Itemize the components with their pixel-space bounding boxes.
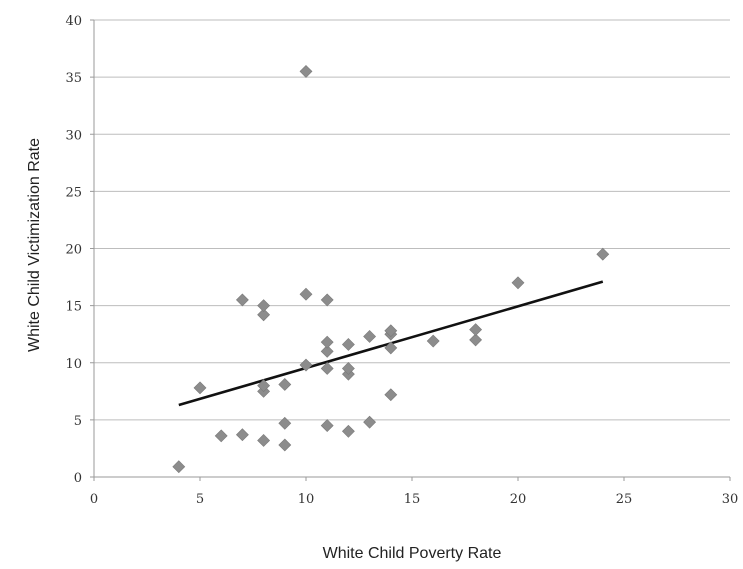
y-tick-label-10: 10 bbox=[65, 357, 82, 372]
data-point-35 bbox=[596, 247, 610, 261]
data-point-18 bbox=[320, 344, 334, 358]
data-point-12 bbox=[278, 378, 292, 391]
data-point-27 bbox=[384, 388, 398, 402]
data-point-14 bbox=[299, 287, 313, 301]
y-tick-label-5: 5 bbox=[74, 414, 82, 429]
y-tick-label-15: 15 bbox=[65, 300, 82, 315]
x-tick-label-15: 15 bbox=[404, 492, 421, 507]
data-point-31 bbox=[426, 334, 440, 348]
data-point-21 bbox=[341, 424, 355, 438]
y-tick-label-25: 25 bbox=[65, 185, 82, 200]
data-point-28 bbox=[384, 341, 398, 355]
axes bbox=[90, 19, 731, 481]
grid-lines bbox=[94, 19, 730, 421]
data-point-13 bbox=[299, 358, 313, 372]
data-point-23 bbox=[341, 362, 355, 375]
y-axis-title: White Child Victimization Rate bbox=[26, 138, 43, 352]
data-point-7 bbox=[257, 379, 271, 393]
y-tick-label-30: 30 bbox=[65, 128, 82, 143]
data-point-11 bbox=[278, 416, 292, 430]
data-points bbox=[172, 64, 610, 474]
data-point-24 bbox=[341, 338, 355, 351]
x-tick-labels: 0 5 10 15 20 25 30 bbox=[90, 492, 738, 507]
data-point-4 bbox=[235, 293, 249, 307]
data-point-30 bbox=[384, 324, 398, 338]
x-tick-label-5: 5 bbox=[196, 492, 204, 507]
x-tick-label-25: 25 bbox=[616, 492, 633, 507]
data-point-3 bbox=[235, 428, 249, 442]
data-point-16 bbox=[320, 419, 334, 433]
data-point-2 bbox=[214, 429, 228, 443]
data-point-26 bbox=[363, 330, 377, 343]
data-point-8 bbox=[257, 308, 271, 322]
data-point-15 bbox=[299, 64, 313, 78]
x-tick-label-10: 10 bbox=[298, 492, 315, 507]
data-point-17 bbox=[320, 362, 334, 375]
data-point-9 bbox=[257, 299, 271, 313]
data-point-5 bbox=[257, 434, 271, 447]
data-point-33 bbox=[469, 323, 483, 337]
x-tick-label-20: 20 bbox=[510, 492, 527, 507]
y-tick-label-35: 35 bbox=[65, 71, 82, 86]
data-point-25 bbox=[363, 415, 377, 429]
data-point-10 bbox=[278, 438, 292, 452]
x-tick-label-30: 30 bbox=[722, 492, 739, 507]
data-point-32 bbox=[469, 333, 483, 347]
data-point-0 bbox=[172, 460, 186, 474]
y-tick-labels: 0 5 10 15 20 25 30 35 40 bbox=[65, 14, 82, 486]
data-point-1 bbox=[193, 381, 207, 395]
y-tick-label-20: 20 bbox=[65, 243, 82, 258]
x-axis-title: White Child Poverty Rate bbox=[323, 545, 502, 562]
data-point-34 bbox=[511, 276, 525, 290]
y-tick-label-40: 40 bbox=[65, 14, 82, 29]
x-tick-label-0: 0 bbox=[90, 492, 98, 507]
y-tick-label-0: 0 bbox=[74, 471, 82, 486]
data-point-20 bbox=[320, 293, 334, 307]
data-point-19 bbox=[320, 335, 334, 349]
